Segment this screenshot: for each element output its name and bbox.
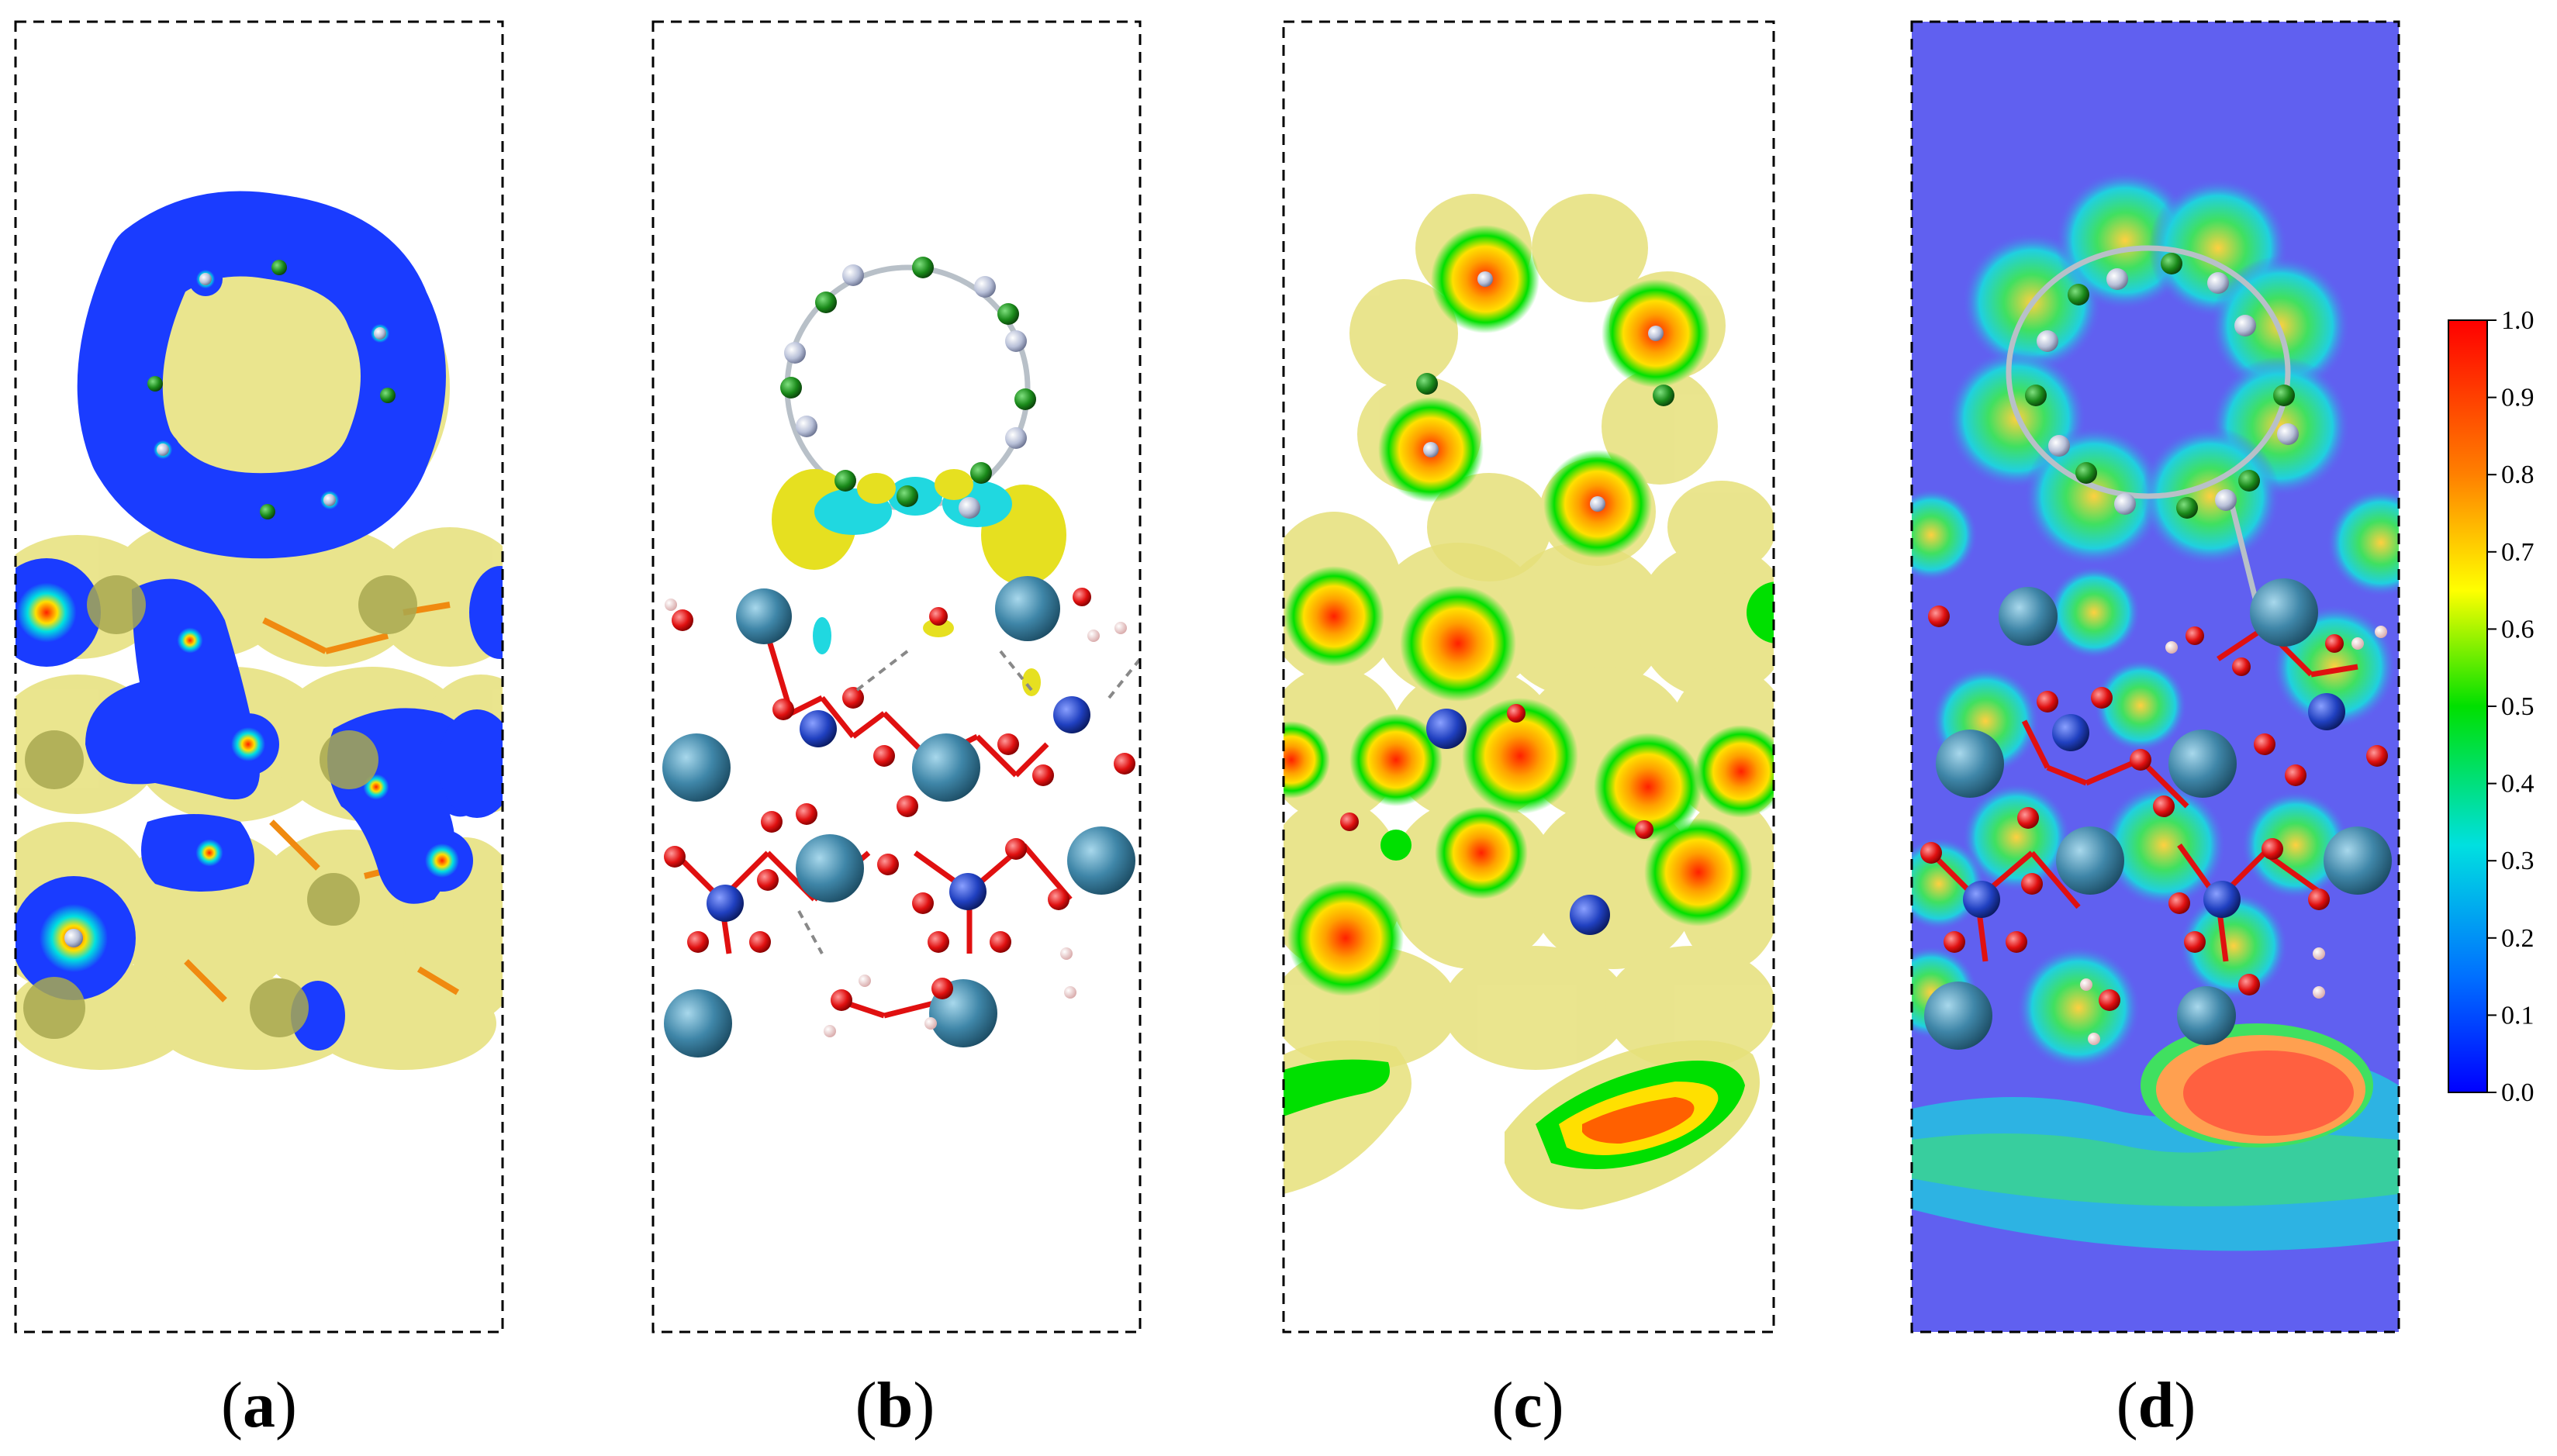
colorbar-tick-label: 0.4: [2501, 770, 2535, 799]
panel-c-frame: [1282, 20, 1775, 1334]
hydrogen-atoms-d: [2080, 626, 2387, 1045]
elf-hotspots-ring-c: [1378, 225, 1710, 558]
colorbar-tick-label: 0.3: [2501, 847, 2535, 875]
panel-a-label: (a): [221, 1369, 297, 1441]
panel-b-label: (b): [855, 1369, 935, 1441]
oxygen-atoms-b: [664, 588, 1135, 1011]
panel-d: (d): [1910, 20, 2400, 1441]
colorbar-tick-label: 0.2: [2501, 924, 2535, 953]
panel-b-frame: [651, 20, 1142, 1334]
panel-d-frame: [1910, 20, 2400, 1334]
elf-hotspots-slab-c: [1284, 566, 1774, 996]
colorbar-tick-label: 0.0: [2501, 1078, 2535, 1107]
panel-a-frame: [14, 20, 504, 1334]
panel-d-label: (d): [2116, 1369, 2196, 1441]
colorbar-tick-label: 0.7: [2501, 538, 2535, 567]
dopant-atoms-b: [707, 696, 1090, 922]
hbond-lines-b: [797, 650, 1140, 954]
bottom-isosurface-c: [1284, 1040, 1760, 1209]
charge-ring-a: [77, 191, 446, 559]
panel-d-content: [1912, 22, 2399, 1332]
metal-atoms-a: [23, 575, 417, 1039]
colorbar-tick-label: 1.0: [2501, 306, 2535, 335]
colorbar-tick-label: 0.1: [2501, 1001, 2535, 1030]
panel-a: (a): [14, 20, 504, 1441]
dopant-atoms-d: [1963, 693, 2345, 918]
elf-bottom-band-d: [1912, 1023, 2399, 1251]
oxygen-atoms-d: [1920, 606, 2388, 1011]
ring-bonds-d: [2006, 245, 2291, 606]
panel-c-label: (c): [1491, 1369, 1564, 1441]
colorbar-tick-label: 0.5: [2501, 692, 2535, 721]
hydrogen-atoms-b: [665, 599, 1127, 1037]
elf-regions-d: [1912, 171, 2399, 1070]
colorbar-tick-label: 0.9: [2501, 384, 2535, 412]
slab-atoms-c: [1340, 704, 1653, 935]
colorbar-tick-label: 0.6: [2501, 615, 2535, 643]
panel-c-content: [1284, 194, 1774, 1209]
ring-atoms-b: [780, 257, 1036, 519]
colorbar-ticks: 1.0 0.9 0.8 0.7 0.6 0.5 0.4 0.3 0.2 0.1 0.0: [2487, 306, 2535, 1107]
colorbar: 1.0 0.9 0.8 0.7 0.6 0.5 0.4 0.3 0.2 0.1 0.0: [2448, 306, 2535, 1107]
panel-b: (b): [651, 20, 1142, 1441]
panel-a-content: [16, 191, 503, 1070]
colorbar-tick-label: 0.8: [2501, 461, 2535, 489]
metal-atoms-b: [662, 576, 1135, 1057]
slab-bonds-b: [672, 634, 1073, 1019]
panel-c: (c): [1282, 20, 1775, 1441]
panel-b-content: [662, 257, 1140, 1057]
colorbar-gradient: [2448, 319, 2488, 1093]
ring-atoms-d: [2025, 253, 2299, 519]
metal-atoms-d: [1924, 578, 2392, 1050]
